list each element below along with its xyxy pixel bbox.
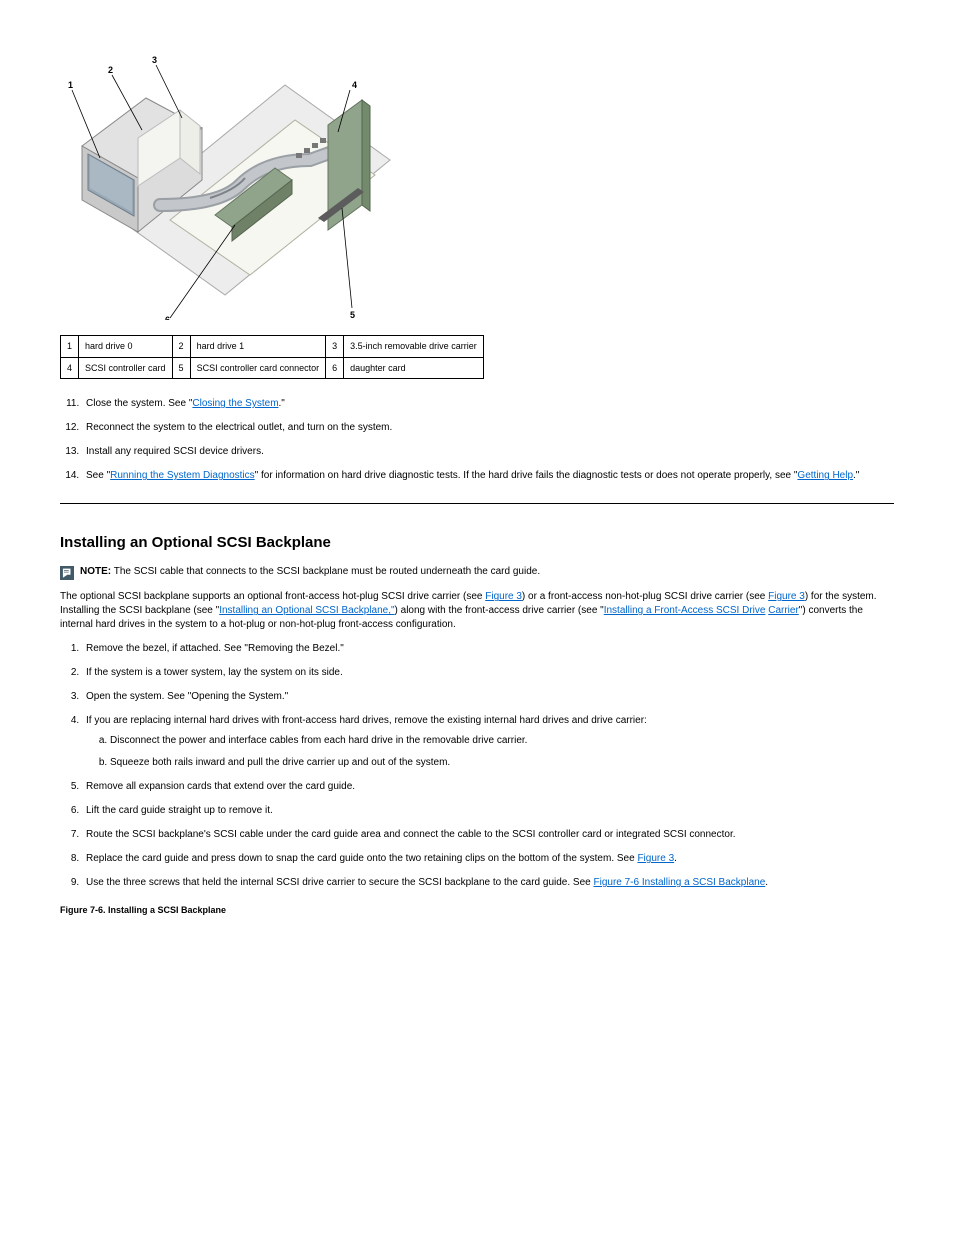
svg-text:5: 5 — [350, 310, 355, 320]
legend-num: 6 — [326, 357, 344, 379]
installing-backplane-link[interactable]: Installing an Optional SCSI Backplane," — [219, 605, 394, 616]
figure3-link[interactable]: Figure 3 — [485, 591, 522, 602]
svg-text:1: 1 — [68, 80, 73, 90]
svg-text:6: 6 — [165, 315, 170, 320]
step-item: See "Running the System Diagnostics" for… — [82, 469, 894, 483]
legend-label: hard drive 0 — [79, 336, 173, 358]
step-text: ." — [853, 470, 859, 481]
svg-text:4: 4 — [352, 80, 357, 90]
step-item: Open the system. See "Opening the System… — [82, 690, 894, 704]
step-text: Use the three screws that held the inter… — [86, 877, 594, 888]
intro-paragraph: The optional SCSI backplane supports an … — [60, 590, 894, 632]
step-text: Close the system. See " — [86, 398, 192, 409]
step-item: Use the three screws that held the inter… — [82, 876, 894, 890]
legend-label: 3.5-inch removable drive carrier — [344, 336, 484, 358]
note-label: NOTE: — [80, 566, 111, 577]
substep-item: Disconnect the power and interface cable… — [110, 734, 894, 748]
substep-item: Squeeze both rails inward and pull the d… — [110, 756, 894, 770]
step-text: . — [674, 853, 677, 864]
figure3-link[interactable]: Figure 3 — [637, 853, 674, 864]
step-item: Remove all expansion cards that extend o… — [82, 780, 894, 794]
figure-illustration: 1 2 3 4 5 6 — [60, 40, 894, 325]
note-text: The SCSI cable that connects to the SCSI… — [114, 566, 540, 577]
step-text: ." — [279, 398, 285, 409]
substeps-list: Disconnect the power and interface cable… — [110, 734, 894, 770]
step-item: Replace the card guide and press down to… — [82, 852, 894, 866]
step-text: If you are replacing internal hard drive… — [86, 715, 647, 726]
steps-list-a: Close the system. See "Closing the Syste… — [82, 397, 894, 483]
installing-carrier-link[interactable]: Installing a Front-Access SCSI Drive — [604, 605, 766, 616]
svg-text:3: 3 — [152, 55, 157, 65]
svg-text:2: 2 — [108, 65, 113, 75]
step-text: Install any required SCSI device drivers… — [86, 446, 264, 457]
text: The optional SCSI backplane supports an … — [60, 591, 485, 602]
legend-label: hard drive 1 — [190, 336, 326, 358]
legend-label: SCSI controller card connector — [190, 357, 326, 379]
text: ) or a front-access non-hot-plug SCSI dr… — [522, 591, 768, 602]
legend-label: SCSI controller card — [79, 357, 173, 379]
step-text: Replace the card guide and press down to… — [86, 853, 637, 864]
figure-caption: Figure 7-6. Installing a SCSI Backplane — [60, 904, 894, 917]
text: ) along with the front-access drive carr… — [395, 605, 604, 616]
figure3-link[interactable]: Figure 3 — [768, 591, 805, 602]
note-block: NOTE: The SCSI cable that connects to th… — [60, 565, 894, 580]
step-item: Remove the bezel, if attached. See "Remo… — [82, 642, 894, 656]
steps-list-b: Remove the bezel, if attached. See "Remo… — [82, 642, 894, 890]
legend-num: 1 — [61, 336, 79, 358]
step-text: " for information on hard drive diagnost… — [255, 470, 798, 481]
step-item: Install any required SCSI device drivers… — [82, 445, 894, 459]
section-heading: Installing an Optional SCSI Backplane — [60, 532, 894, 553]
step-text: Reconnect the system to the electrical o… — [86, 422, 392, 433]
legend-num: 4 — [61, 357, 79, 379]
getting-help-link[interactable]: Getting Help — [797, 470, 853, 481]
figure-legend-table: 1 hard drive 0 2 hard drive 1 3 3.5-inch… — [60, 335, 484, 379]
legend-num: 3 — [326, 336, 344, 358]
step-text: . — [765, 877, 768, 888]
step-item: Reconnect the system to the electrical o… — [82, 421, 894, 435]
step-item: Route the SCSI backplane's SCSI cable un… — [82, 828, 894, 842]
step-text: See " — [86, 470, 110, 481]
step-item: Lift the card guide straight up to remov… — [82, 804, 894, 818]
step-item: If the system is a tower system, lay the… — [82, 666, 894, 680]
legend-num: 2 — [172, 336, 190, 358]
step-item: Close the system. See "Closing the Syste… — [82, 397, 894, 411]
running-diagnostics-link[interactable]: Running the System Diagnostics — [110, 470, 255, 481]
installing-carrier-link[interactable]: Carrier — [768, 605, 799, 616]
figure7-6-link[interactable]: Figure 7-6 Installing a SCSI Backplane — [594, 877, 766, 888]
legend-num: 5 — [172, 357, 190, 379]
note-icon — [60, 566, 74, 580]
section-divider — [60, 503, 894, 504]
step-item: If you are replacing internal hard drive… — [82, 714, 894, 770]
closing-system-link[interactable]: Closing the System — [192, 398, 278, 409]
legend-label: daughter card — [344, 357, 484, 379]
